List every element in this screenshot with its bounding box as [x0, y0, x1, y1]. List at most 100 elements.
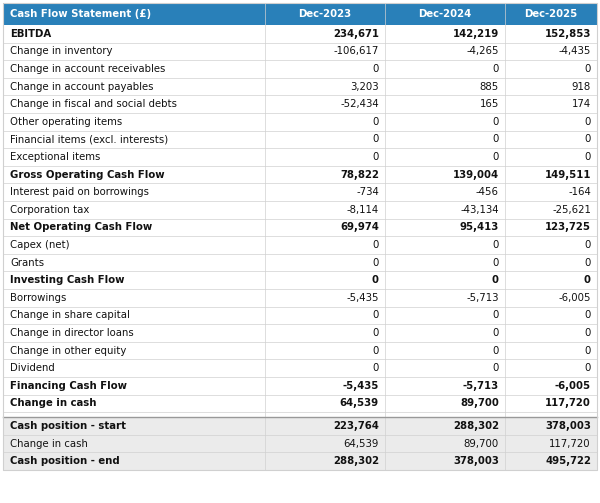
Text: 95,413: 95,413 — [460, 222, 499, 232]
Bar — [3, 148, 597, 166]
Bar — [3, 184, 597, 201]
Text: Change in account receivables: Change in account receivables — [10, 64, 166, 74]
Bar — [3, 78, 597, 96]
Bar — [3, 254, 597, 272]
Text: Change in fiscal and social debts: Change in fiscal and social debts — [10, 99, 177, 109]
Text: 0: 0 — [493, 64, 499, 74]
Bar — [3, 43, 597, 60]
Text: -25,621: -25,621 — [552, 205, 591, 215]
Text: 142,219: 142,219 — [453, 29, 499, 39]
Text: 378,003: 378,003 — [545, 421, 591, 431]
Text: 0: 0 — [373, 240, 379, 250]
Text: Corporation tax: Corporation tax — [10, 205, 89, 215]
Text: 0: 0 — [584, 64, 591, 74]
Text: 0: 0 — [584, 258, 591, 268]
Text: 0: 0 — [373, 64, 379, 74]
Text: 223,764: 223,764 — [333, 421, 379, 431]
Text: -6,005: -6,005 — [559, 293, 591, 303]
Text: 0: 0 — [584, 134, 591, 144]
Text: 0: 0 — [493, 152, 499, 162]
Text: 0: 0 — [373, 346, 379, 356]
Text: 152,853: 152,853 — [545, 29, 591, 39]
Text: -5,713: -5,713 — [463, 381, 499, 391]
Bar — [3, 166, 597, 184]
Bar — [3, 25, 597, 43]
Text: -43,134: -43,134 — [460, 205, 499, 215]
Text: 78,822: 78,822 — [340, 170, 379, 180]
Bar — [3, 394, 597, 412]
Text: Change in inventory: Change in inventory — [10, 46, 113, 56]
Text: 918: 918 — [572, 81, 591, 92]
Text: Change in other equity: Change in other equity — [10, 346, 127, 356]
Text: Gross Operating Cash Flow: Gross Operating Cash Flow — [10, 170, 164, 180]
Text: 139,004: 139,004 — [453, 170, 499, 180]
Text: -456: -456 — [476, 187, 499, 197]
Text: 288,302: 288,302 — [333, 456, 379, 466]
Text: 123,725: 123,725 — [545, 222, 591, 232]
Bar — [3, 417, 597, 435]
Bar — [3, 272, 597, 289]
Text: 0: 0 — [493, 363, 499, 373]
Text: -6,005: -6,005 — [555, 381, 591, 391]
Text: 288,302: 288,302 — [453, 421, 499, 431]
Text: 0: 0 — [493, 346, 499, 356]
Text: 89,700: 89,700 — [460, 398, 499, 408]
Text: Dec-2023: Dec-2023 — [298, 9, 352, 19]
Text: 0: 0 — [584, 275, 591, 285]
Text: EBITDA: EBITDA — [10, 29, 51, 39]
Text: 0: 0 — [584, 117, 591, 127]
Text: 0: 0 — [373, 310, 379, 320]
Text: Capex (net): Capex (net) — [10, 240, 70, 250]
Text: Dec-2025: Dec-2025 — [524, 9, 578, 19]
Text: Cash position - start: Cash position - start — [10, 421, 126, 431]
Bar — [3, 131, 597, 148]
Text: Interest paid on borrowings: Interest paid on borrowings — [10, 187, 149, 197]
Text: Financial items (excl. interests): Financial items (excl. interests) — [10, 134, 168, 144]
Bar — [3, 289, 597, 307]
Text: 64,539: 64,539 — [344, 439, 379, 449]
Bar — [3, 377, 597, 394]
Text: -106,617: -106,617 — [334, 46, 379, 56]
Text: Change in account payables: Change in account payables — [10, 81, 154, 92]
Text: Change in cash: Change in cash — [10, 439, 88, 449]
Text: 149,511: 149,511 — [545, 170, 591, 180]
Text: 0: 0 — [493, 134, 499, 144]
Text: 0: 0 — [493, 310, 499, 320]
Text: 0: 0 — [373, 258, 379, 268]
Text: 0: 0 — [584, 240, 591, 250]
Text: -5,713: -5,713 — [467, 293, 499, 303]
Text: 0: 0 — [493, 117, 499, 127]
Text: Investing Cash Flow: Investing Cash Flow — [10, 275, 125, 285]
Text: 0: 0 — [584, 310, 591, 320]
Text: 69,974: 69,974 — [340, 222, 379, 232]
Text: 0: 0 — [493, 258, 499, 268]
Text: Dec-2024: Dec-2024 — [418, 9, 472, 19]
Text: Other operating items: Other operating items — [10, 117, 122, 127]
Text: Dividend: Dividend — [10, 363, 55, 373]
Text: 0: 0 — [373, 117, 379, 127]
Bar — [3, 360, 597, 377]
Text: -734: -734 — [356, 187, 379, 197]
Text: Exceptional items: Exceptional items — [10, 152, 100, 162]
Text: Financing Cash Flow: Financing Cash Flow — [10, 381, 127, 391]
Text: 0: 0 — [492, 275, 499, 285]
Text: -5,435: -5,435 — [343, 381, 379, 391]
Bar — [3, 96, 597, 113]
Text: Borrowings: Borrowings — [10, 293, 67, 303]
Text: 234,671: 234,671 — [333, 29, 379, 39]
Text: 0: 0 — [584, 152, 591, 162]
Text: 117,720: 117,720 — [550, 439, 591, 449]
Bar — [3, 3, 597, 25]
Text: -4,265: -4,265 — [467, 46, 499, 56]
Text: 89,700: 89,700 — [464, 439, 499, 449]
Bar — [3, 452, 597, 470]
Text: -8,114: -8,114 — [347, 205, 379, 215]
Text: 885: 885 — [480, 81, 499, 92]
Text: 0: 0 — [373, 152, 379, 162]
Text: 3,203: 3,203 — [350, 81, 379, 92]
Text: 495,722: 495,722 — [545, 456, 591, 466]
Text: 0: 0 — [584, 328, 591, 338]
Bar — [3, 201, 597, 219]
Bar — [3, 435, 597, 452]
Text: Cash Flow Statement (£): Cash Flow Statement (£) — [10, 9, 151, 19]
